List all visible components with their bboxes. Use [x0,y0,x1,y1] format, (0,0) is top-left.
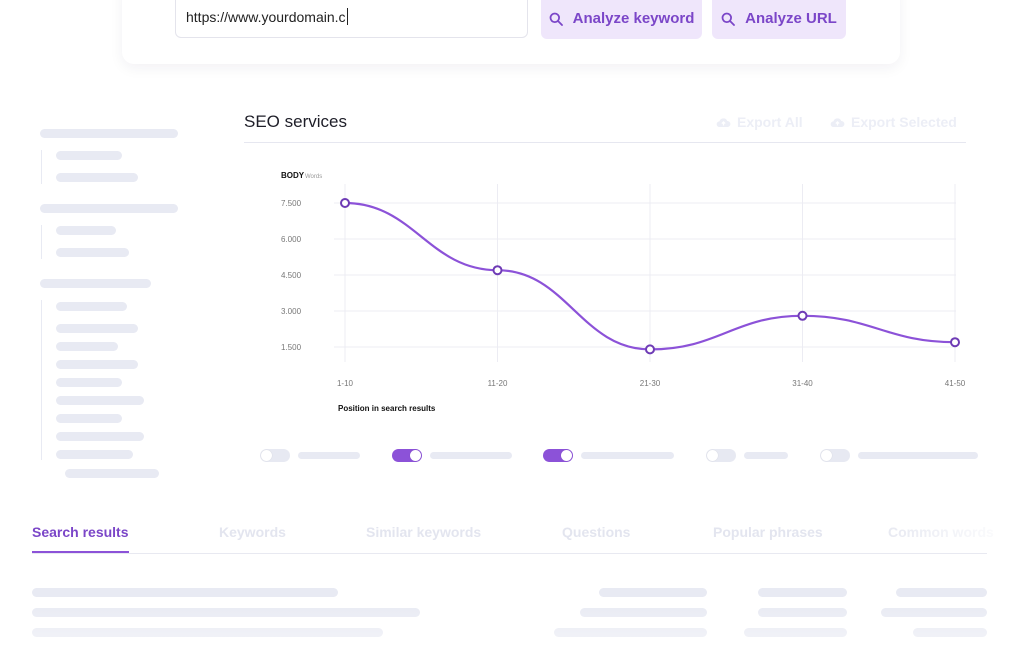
toggle-label-placeholder [298,452,360,459]
export-selected-button[interactable]: Export Selected [830,114,957,130]
cloud-upload-icon [716,117,731,127]
toggle-label-placeholder [744,452,788,459]
data-point[interactable] [645,344,655,355]
y-axis-ticks: 7.500 6.000 4.500 3.000 1.500 [281,199,302,352]
tab-keywords[interactable]: Keywords [219,524,286,540]
result-row-placeholder[interactable] [32,588,338,597]
sidebar-divider [41,150,42,184]
series-toggle[interactable] [543,449,573,462]
data-points [340,198,960,355]
toggle-knob [561,450,572,461]
result-cell-placeholder [580,608,707,617]
tab-questions[interactable]: Questions [562,524,631,540]
x-tick-label: 21-30 [640,379,661,388]
toggle-knob [821,450,832,461]
sidebar-item-placeholder[interactable] [56,324,138,333]
series-toggle[interactable] [820,449,850,462]
x-tick-label: 1-10 [337,379,354,388]
tab-similar-keywords[interactable]: Similar keywords [366,524,482,540]
series-toggle[interactable] [260,449,290,462]
analyze-keyword-label: Analyze keyword [572,10,695,27]
result-row-placeholder[interactable] [32,608,420,617]
toggle-knob [410,450,421,461]
result-cell-placeholder [881,608,987,617]
search-icon [721,12,736,26]
chart-title: BODY [281,171,305,180]
sidebar-item-placeholder[interactable] [56,151,122,160]
series-toggle[interactable] [392,449,422,462]
cloud-upload-icon [830,117,845,127]
toggle-label-placeholder [581,452,674,459]
result-cell-placeholder [896,588,987,597]
url-input[interactable]: https://www.yourdomain.c [175,0,528,38]
sidebar-divider [41,300,42,460]
y-tick-label: 3.000 [281,307,302,316]
text-caret [346,8,348,25]
series-line [344,201,956,351]
sidebar-item-placeholder[interactable] [56,248,129,257]
sidebar-item-placeholder[interactable] [56,450,133,459]
tabs-divider [32,553,987,554]
analyze-keyword-button[interactable]: Analyze keyword [541,0,702,39]
sidebar-item-placeholder[interactable] [56,360,138,369]
x-tick-label: 11-20 [488,379,508,388]
tab-popular-phrases[interactable]: Popular phrases [713,524,823,540]
data-point[interactable] [492,265,503,276]
export-all-label: Export All [737,114,803,130]
sidebar-item-placeholder[interactable] [56,342,118,351]
data-point[interactable] [797,310,808,321]
chart-subtitle: Words [305,174,322,180]
export-all-button[interactable]: Export All [716,114,803,130]
x-tick-label: 31-40 [792,379,813,388]
sidebar-group-placeholder[interactable] [40,204,178,213]
sidebar-item-placeholder[interactable] [56,414,122,423]
x-axis-label: Position in search results [338,404,436,413]
tab-common-words[interactable]: Common words [888,524,994,540]
tab-search-results[interactable]: Search results [32,524,129,540]
chart-grid [334,184,956,362]
y-tick-label: 1.500 [281,343,302,352]
export-selected-label: Export Selected [851,114,957,130]
result-cell-placeholder [758,588,847,597]
y-tick-label: 6.000 [281,235,302,244]
y-tick-label: 7.500 [281,199,302,208]
result-row-placeholder[interactable] [32,628,383,637]
active-tab-indicator [32,551,129,553]
sidebar-item-placeholder[interactable] [65,469,159,478]
sidebar-item-placeholder[interactable] [56,432,144,441]
result-cell-placeholder [744,628,847,637]
data-point[interactable] [340,198,350,208]
sidebar-divider [41,225,42,259]
search-icon [549,12,563,26]
panel-title: SEO services [244,112,347,131]
title-divider [244,142,966,143]
sidebar-item-placeholder[interactable] [56,378,122,387]
toggle-label-placeholder [858,452,978,459]
analyze-url-label: Analyze URL [745,10,837,27]
data-point[interactable] [950,337,960,348]
x-axis-ticks: 1-10 11-20 21-30 31-40 41-50 [337,379,966,388]
sidebar-item-placeholder[interactable] [56,302,127,311]
x-tick-label: 41-50 [945,379,966,388]
result-cell-placeholder [554,628,707,637]
toggle-knob [261,450,272,461]
sidebar-item-placeholder[interactable] [56,226,116,235]
url-input-value: https://www.yourdomain.c [186,9,346,25]
toggle-knob [707,450,718,461]
result-cell-placeholder [599,588,707,597]
result-cell-placeholder [758,608,847,617]
series-toggle[interactable] [706,449,736,462]
toggle-label-placeholder [430,452,512,459]
result-cell-placeholder [913,628,987,637]
sidebar-item-placeholder[interactable] [56,396,144,405]
y-tick-label: 4.500 [281,271,302,280]
sidebar-item-placeholder[interactable] [56,173,138,182]
sidebar-group-placeholder[interactable] [40,129,178,138]
sidebar-group-placeholder[interactable] [40,279,151,288]
analyze-url-button[interactable]: Analyze URL [712,0,846,39]
